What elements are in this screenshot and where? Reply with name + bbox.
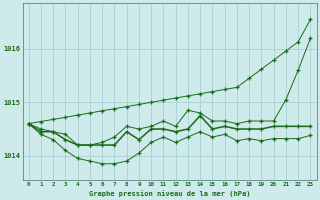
X-axis label: Graphe pression niveau de la mer (hPa): Graphe pression niveau de la mer (hPa) <box>89 190 250 197</box>
